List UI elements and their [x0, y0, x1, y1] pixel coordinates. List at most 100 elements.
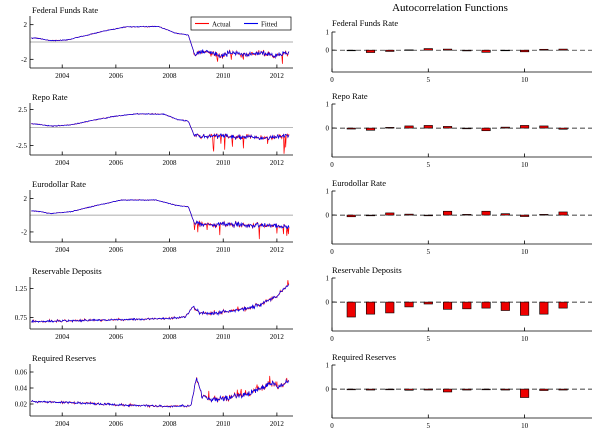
acf-bar	[385, 49, 395, 52]
acf-bar	[404, 213, 414, 216]
federal-funds-rate-timeseries-chart: 2 -2 2004 2006 2008 2010 2012 Federal Funds Rat…	[21, 5, 293, 80]
y-tick-label: 1	[326, 188, 330, 196]
acf-bar	[539, 214, 549, 216]
x-tick-label: 10	[521, 335, 529, 343]
acf-bar	[385, 212, 395, 216]
acf-bar	[481, 388, 491, 391]
x-tick-label: 2006	[109, 333, 124, 341]
x-tick-label: 2006	[109, 246, 124, 254]
acf-bar	[481, 210, 491, 216]
x-tick-label: 5	[427, 422, 431, 430]
acf-bar	[520, 301, 530, 316]
acf-bar	[404, 125, 414, 129]
y-tick-label: 2	[24, 195, 28, 203]
x-tick-label: 2006	[109, 420, 124, 428]
acf-bar	[365, 214, 376, 217]
x-tick-label: 2004	[55, 420, 70, 428]
actual-line	[31, 25, 290, 64]
y-tick-label: 0	[326, 212, 330, 220]
panel-title: Federal Funds Rate	[332, 18, 398, 28]
y-tick-label: 1	[326, 362, 330, 370]
x-tick-label: 2010	[216, 246, 231, 254]
reservable-deposits-timeseries-chart: 1.25 0.75 2004 2006 2008 2010 2012 Reservable D…	[15, 266, 293, 341]
x-tick-label: 0	[330, 76, 334, 84]
x-tick-label: 0	[330, 422, 334, 430]
acf-bar	[558, 48, 568, 51]
x-tick-label: 2004	[55, 333, 70, 341]
acf-bar	[539, 388, 549, 391]
y-tick-label: -2.5	[16, 142, 28, 150]
panel-title: Required Reserves	[32, 353, 96, 363]
panel-title: Required Reserves	[332, 352, 396, 362]
x-tick-label: 2008	[163, 333, 178, 341]
fitted-line	[31, 284, 290, 324]
acf-bar	[404, 301, 414, 308]
eurodollar-rate-timeseries-chart: 2 -2 2004 2006 2008 2010 2012 Eurodollar Rate	[21, 179, 293, 254]
acf-bar	[346, 127, 356, 130]
panel-required-reserves-acf: 1 0 0 5 10 Required Reserves	[300, 348, 600, 435]
panel-eurodollar-rate-acf: 1 0 0 5 10 Eurodollar Rate	[300, 174, 600, 261]
y-tick-label: 0	[326, 125, 330, 133]
acf-bar	[423, 388, 433, 391]
acf-bar	[500, 301, 510, 311]
acf-bar	[558, 301, 568, 309]
x-tick-label: 2010	[216, 333, 231, 341]
acf-bar	[404, 49, 414, 51]
x-tick-label: 5	[427, 76, 431, 84]
panel-title: Repo Rate	[332, 91, 368, 101]
acf-bar	[385, 127, 395, 129]
panel-federal-funds-rate-acf: 1 0 0 5 10 Federal Funds Rate	[300, 0, 600, 87]
acf-bar	[520, 388, 530, 398]
legend-actual-label: Actual	[212, 21, 231, 29]
acf-bar	[346, 388, 356, 391]
acf-bar	[423, 301, 433, 305]
x-tick-label: 2004	[55, 72, 70, 80]
x-tick-label: 0	[330, 248, 334, 256]
x-tick-label: 2012	[270, 246, 285, 254]
acf-bar	[365, 49, 376, 53]
fitted-line	[31, 113, 290, 141]
acf-bar	[500, 49, 510, 52]
acf-bar	[520, 49, 530, 53]
acf-bar	[423, 214, 433, 217]
x-tick-label: 2006	[109, 72, 124, 80]
acf-bar	[558, 211, 568, 216]
y-tick-label: 0	[326, 299, 330, 307]
panel-required-reserves-series: 0.06 0.04 0.02 2004 2006 2008 2010 2012 Required…	[0, 348, 300, 435]
acf-bar	[500, 213, 510, 216]
acf-bar	[346, 301, 356, 318]
y-tick-label: 1	[326, 29, 330, 37]
panel-title: Reservable Deposits	[332, 265, 402, 275]
legend-box	[190, 16, 292, 31]
y-tick-label: 0	[326, 47, 330, 55]
acf-bar	[481, 49, 491, 53]
acf-bar	[365, 301, 376, 315]
panel-title: Reservable Deposits	[32, 266, 102, 276]
acf-bar	[520, 125, 530, 129]
acf-bar	[443, 48, 453, 51]
acf-bar	[423, 48, 433, 51]
x-tick-label: 2008	[163, 159, 178, 167]
acf-bar	[346, 214, 356, 218]
y-tick-label: 2	[24, 21, 28, 29]
acf-bar	[462, 301, 472, 310]
acf-bar	[346, 49, 356, 52]
panel-title: Eurodollar Rate	[32, 179, 86, 189]
panel-federal-funds-rate-series: 2 -2 2004 2006 2008 2010 2012 Federal Funds Rat…	[0, 0, 300, 87]
acf-bar	[558, 127, 568, 130]
acf-bar	[539, 125, 549, 129]
legend-fitted-label: Fitted	[261, 21, 278, 29]
y-tick-label: 2.5	[18, 106, 27, 114]
x-tick-label: 0	[330, 335, 334, 343]
acf-bar	[385, 388, 395, 391]
x-tick-label: 2012	[270, 159, 285, 167]
x-tick-label: 2012	[270, 420, 285, 428]
acf-bar	[443, 210, 453, 216]
actual-line	[31, 199, 290, 240]
acf-bar	[462, 214, 472, 216]
acf-bar	[462, 127, 472, 130]
x-tick-label: 10	[521, 248, 529, 256]
